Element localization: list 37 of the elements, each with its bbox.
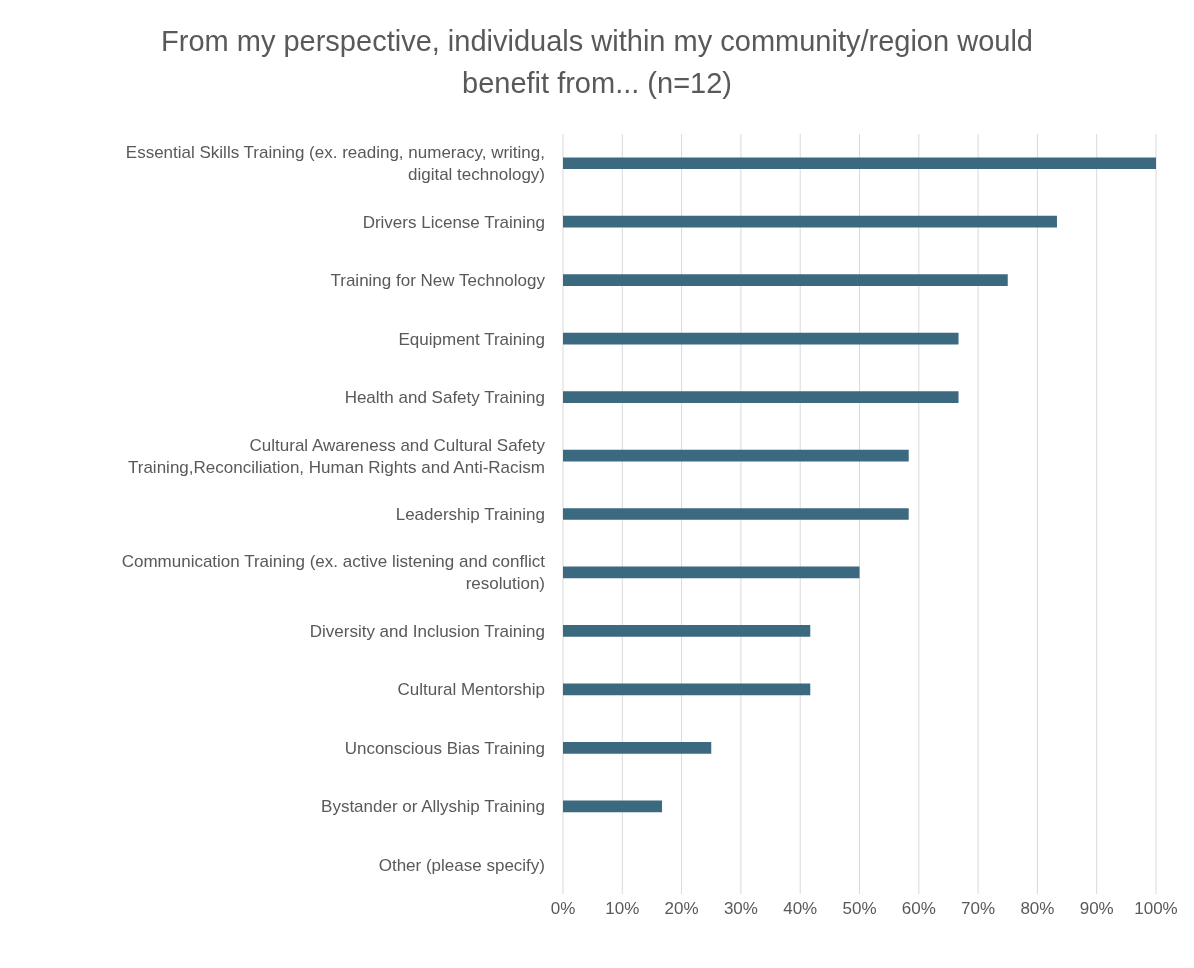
x-tick-label: 60% (901, 899, 936, 919)
bar (563, 215, 1057, 228)
y-tick-label: Diversity and Inclusion Training (309, 621, 545, 641)
bar (563, 332, 959, 345)
x-tick-label: 70% (961, 899, 996, 919)
x-tick-label: 10% (605, 899, 640, 919)
x-tick-label: 100% (1134, 899, 1178, 919)
bar (563, 391, 959, 403)
y-tick-label: Drivers License Training (362, 212, 545, 232)
y-tick-label: Leadership Training (395, 505, 545, 524)
y-tick-label: Essential Skills Training (ex. reading, numeracy, writing, digital technology) (125, 143, 545, 185)
y-tick-label: Equipment Training (398, 329, 545, 349)
x-tick-label: 50% (842, 899, 877, 919)
x-tick-label: 0% (550, 899, 576, 919)
bar (563, 566, 860, 579)
y-tick-label: Cultural Awareness and Cultural Safety Training,Reconciliation, Human Rights and Anti-Racism (128, 435, 546, 477)
x-tick-label: 30% (723, 899, 758, 919)
y-tick-label: Training for New Technology (330, 271, 546, 291)
bar (563, 157, 1156, 170)
y-tick-label: Other (please specify) (378, 855, 545, 875)
bar (563, 683, 811, 696)
x-tick-label: 20% (664, 899, 699, 919)
x-tick-label: 40% (783, 899, 818, 919)
y-tick-label: Health and Safety Training (344, 388, 545, 408)
bar (563, 274, 1008, 286)
chart-title: From my perspective, individuals within my community/region would benefit from... (n=12) (160, 24, 1034, 101)
bar (563, 625, 811, 637)
y-tick-label: Bystander or Allyship Training (321, 797, 545, 817)
x-tick-label: 80% (1020, 899, 1055, 919)
x-tick-label: 90% (1079, 899, 1114, 919)
y-tick-label: Cultural Mentorship (397, 680, 545, 700)
bar (563, 508, 909, 520)
bar (563, 742, 712, 754)
bar (563, 449, 909, 462)
y-tick-label: Unconscious Bias Training (344, 738, 545, 758)
bar (563, 800, 663, 813)
y-tick-label: Communication Training (ex. active listening and conflict resolution) (121, 552, 546, 594)
